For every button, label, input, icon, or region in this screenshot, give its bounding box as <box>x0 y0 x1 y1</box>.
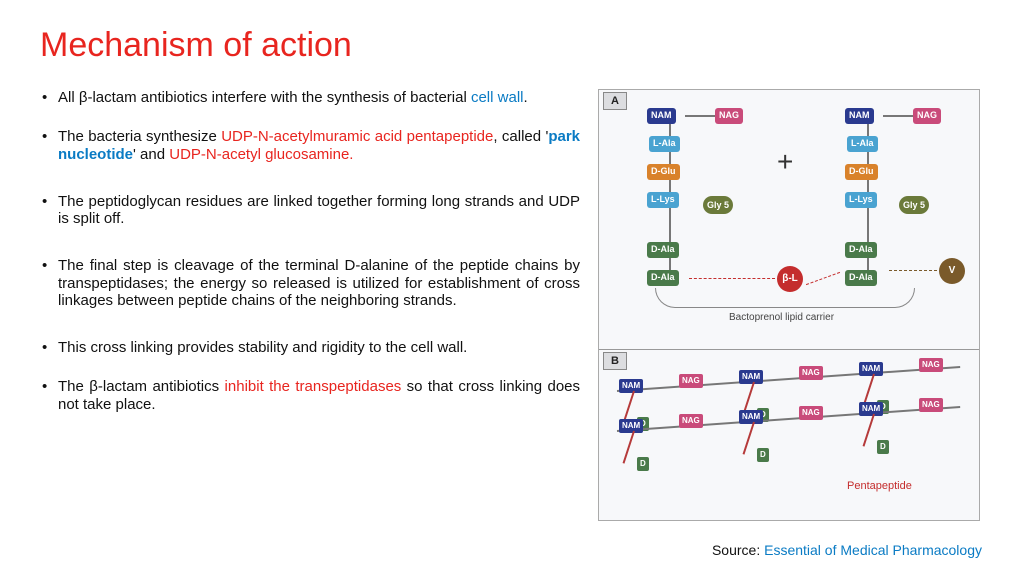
d-box: D <box>757 448 769 462</box>
link-line <box>883 115 913 117</box>
dash-arrow <box>689 278 775 279</box>
dglu-box: D-Glu <box>845 164 878 180</box>
diagram: A NAM NAG L-Ala D-Glu L-Lys Gly 5 D-Ala … <box>598 89 980 521</box>
bullet-list: All β-lactam antibiotics interfere with … <box>40 89 580 521</box>
nag-box: NAG <box>799 406 823 420</box>
link-line <box>685 115 715 117</box>
bullet-1: All β-lactam antibiotics interfere with … <box>40 89 580 106</box>
stem-line <box>623 430 635 463</box>
nag-box: NAG <box>679 374 703 388</box>
text: Source: <box>712 542 764 558</box>
stem-line <box>743 422 755 455</box>
slide-title: Mechanism of action <box>40 26 984 65</box>
dala-box: D-Ala <box>845 242 877 258</box>
dala-box: D-Ala <box>647 270 679 286</box>
dash-arrow <box>806 272 840 285</box>
plus-icon: + <box>777 148 793 176</box>
llys-box: L-Lys <box>647 192 679 208</box>
dglu-box: D-Glu <box>647 164 680 180</box>
text: All β-lactam antibiotics interfere with … <box>58 89 471 106</box>
gly-box: Gly 5 <box>703 196 733 214</box>
nag-box: NAG <box>679 414 703 428</box>
nam-box: NAM <box>619 419 643 433</box>
panel-b-label: B <box>603 352 627 370</box>
nam-box: NAM <box>845 108 874 124</box>
text-highlight: cell wall <box>471 89 524 106</box>
nam-box: NAM <box>619 379 643 393</box>
nam-box: NAM <box>859 362 883 376</box>
nag-box: NAG <box>715 108 743 124</box>
nag-box: NAG <box>913 108 941 124</box>
text: , called ' <box>493 128 548 145</box>
nag-box: NAG <box>799 366 823 380</box>
text: ' and <box>133 146 169 163</box>
text: The bacteria synthesize <box>58 128 221 145</box>
gly-box: Gly 5 <box>899 196 929 214</box>
content-row: All β-lactam antibiotics interfere with … <box>40 89 984 521</box>
slide: Mechanism of action All β-lactam antibio… <box>0 0 1024 576</box>
dala-box: D-Ala <box>845 270 877 286</box>
panel-a-label: A <box>603 92 627 110</box>
pentapeptide-label: Pentapeptide <box>847 480 912 492</box>
bullet-4: The final step is cleavage of the termin… <box>40 257 580 309</box>
llys-box: L-Lys <box>845 192 877 208</box>
nag-box: NAG <box>919 398 943 412</box>
vancomycin-icon: V <box>939 258 965 284</box>
nam-box: NAM <box>859 402 883 416</box>
text: . <box>523 89 527 106</box>
text: The β-lactam antibiotics <box>58 378 225 395</box>
carrier-label: Bactoprenol lipid carrier <box>729 312 834 323</box>
nam-box: NAM <box>739 370 763 384</box>
nam-box: NAM <box>647 108 676 124</box>
diagram-panel-b: B NAMDNAMDNAMDNAGNAGNAGNAMDNAMDNAMDNAGNA… <box>599 350 979 520</box>
nam-box: NAM <box>739 410 763 424</box>
bullet-6: The β-lactam antibiotics inhibit the tra… <box>40 378 580 413</box>
lala-box: L-Ala <box>847 136 878 152</box>
stem-line <box>863 413 875 446</box>
backbone-line <box>617 366 960 392</box>
bullet-3: The peptidoglycan residues are linked to… <box>40 193 580 228</box>
lala-box: L-Ala <box>649 136 680 152</box>
d-box: D <box>637 457 649 471</box>
diagram-panel-a: A NAM NAG L-Ala D-Glu L-Lys Gly 5 D-Ala … <box>599 90 979 350</box>
bullet-5: This cross linking provides stability an… <box>40 339 580 356</box>
backbone-line <box>617 406 960 432</box>
nag-box: NAG <box>919 358 943 372</box>
text-link: Essential of Medical Pharmacology <box>764 542 982 558</box>
text-highlight: inhibit the transpeptidases <box>225 378 402 395</box>
dala-box: D-Ala <box>647 242 679 258</box>
bullet-2: The bacteria synthesize UDP-N-acetylmura… <box>40 128 580 163</box>
arc-line <box>655 288 915 308</box>
source-citation: Source: Essential of Medical Pharmacolog… <box>712 542 982 558</box>
text-highlight: UDP-N-acetylmuramic acid pentapeptide <box>221 128 493 145</box>
text-highlight: UDP-N-acetyl glucosamine. <box>169 146 353 163</box>
dash-arrow <box>889 270 937 271</box>
d-box: D <box>877 440 889 454</box>
